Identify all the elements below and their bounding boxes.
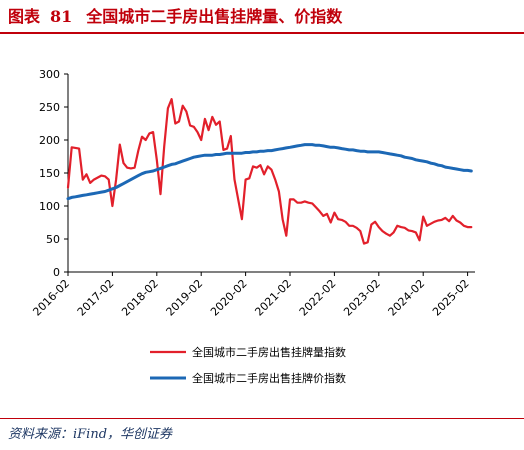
x-tick-label: 2018-02 — [119, 277, 161, 319]
x-tick-label: 2021-02 — [252, 277, 294, 319]
figure-label: 图表 — [8, 7, 41, 26]
y-tick-label: 0 — [53, 266, 60, 279]
figure-title: 图表 81 全国城市二手房出售挂牌量、价指数 — [8, 6, 516, 28]
x-tick-label: 2025-02 — [430, 277, 472, 319]
listing-price-index-line — [66, 143, 473, 201]
title-divider — [0, 32, 524, 34]
legend-label: 全国城市二手房出售挂牌量指数 — [192, 345, 346, 359]
y-tick-label: 300 — [39, 68, 60, 81]
source-note: 资料来源：iFind，华创证券 — [8, 427, 173, 442]
y-tick-label: 200 — [39, 134, 60, 147]
x-tick-label: 2020-02 — [208, 277, 250, 319]
chart-series-layer — [66, 97, 473, 245]
x-tick-label: 2017-02 — [75, 277, 117, 319]
x-tick-label: 2023-02 — [341, 277, 383, 319]
x-tick-label: 2016-02 — [30, 277, 72, 319]
figure-title-text: 全国城市二手房出售挂牌量、价指数 — [86, 7, 343, 26]
legend-label: 全国城市二手房出售挂牌价指数 — [192, 371, 346, 385]
source-divider — [0, 418, 524, 419]
y-tick-label: 100 — [39, 200, 60, 213]
listing-volume-index-line — [66, 97, 473, 245]
x-tick-label: 2024-02 — [386, 277, 428, 319]
x-tick-label: 2019-02 — [164, 277, 206, 319]
y-tick-label: 50 — [46, 233, 60, 246]
y-tick-label: 250 — [39, 101, 60, 114]
x-tick-label: 2022-02 — [297, 277, 339, 319]
figure-number: 81 — [50, 7, 73, 26]
y-tick-label: 150 — [39, 167, 60, 180]
